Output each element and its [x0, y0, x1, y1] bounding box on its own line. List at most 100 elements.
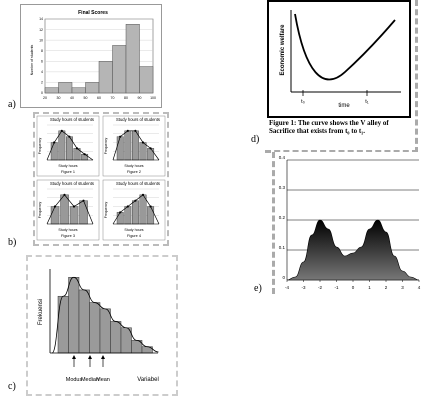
final-scores-chart: Final Scores Number of students 0 2 4 6 8 10 1… [30, 10, 156, 100]
bar [112, 45, 127, 94]
x-tick-label: -3 [301, 285, 305, 290]
bar [50, 206, 60, 225]
bar [58, 82, 73, 94]
y-axis-label: Frekuensi [38, 299, 44, 325]
y-axis-label: Frequency [104, 137, 108, 154]
figure-caption: Figure 3 [61, 234, 75, 238]
data-point [141, 193, 145, 196]
y-tick-label: 0.4 [279, 155, 286, 160]
x-tick-label: 100 [150, 96, 156, 100]
data-point [149, 147, 152, 150]
bar [147, 206, 155, 225]
bar [132, 130, 139, 161]
y-tick-label: 0.1 [279, 245, 286, 250]
bar [69, 206, 79, 225]
label-b: b) [8, 237, 17, 248]
bar [139, 194, 147, 225]
y-tick-label: 12 [39, 28, 43, 32]
data-point [75, 147, 79, 150]
bar [89, 302, 101, 354]
panel-c: Frekuensi Modus Median Mean Variabel [26, 255, 178, 396]
study-hours-grid: Study hours of students Frequency Study ho… [36, 115, 166, 241]
x-axis-label: time [338, 103, 350, 109]
distribution-curve [51, 276, 159, 354]
x-tick-label: 70 [111, 96, 115, 100]
x-tick-label: 30 [57, 96, 61, 100]
t1-label: t₁ [365, 99, 369, 105]
label-e: e) [254, 283, 262, 294]
x-tick-label: 4 [418, 285, 421, 290]
x-tick-label: 20 [43, 96, 47, 100]
bimodal-density-chart: 0 0.1 0.2 0.3 0.4 -4 -3 -2 -1 0 1 2 3 4 [279, 155, 421, 290]
y-tick-label: 0.2 [279, 215, 286, 220]
bar [139, 66, 154, 94]
y-tick-label: 6 [41, 59, 43, 63]
bar [79, 200, 88, 225]
x-tick-label: 3 [401, 285, 404, 290]
marker-label: Modus [66, 377, 83, 383]
bar [60, 194, 69, 225]
small-chart: Study hours of students Frequency Study ho… [102, 115, 166, 177]
bar [147, 148, 155, 161]
bar [124, 130, 132, 161]
data-point [149, 205, 152, 208]
label-d: d) [251, 134, 260, 145]
x-tick-label: 0 [352, 285, 355, 290]
x-axis-label: Study hours [58, 228, 77, 232]
x-tick-label: 80 [124, 96, 128, 100]
y-axis-label: Economic welfare [280, 24, 286, 76]
x-axis-label: Study hours [124, 228, 143, 232]
x-tick-label: -4 [285, 285, 289, 290]
x-tick-label: 1 [368, 285, 371, 290]
y-tick-label: 4 [41, 70, 43, 74]
data-point [72, 205, 76, 208]
bar [110, 321, 122, 354]
x-tick-label: 40 [70, 96, 74, 100]
marker-label: Median [81, 377, 99, 383]
x-tick-label: 60 [97, 96, 101, 100]
small-chart: Study hours of students Frequency Study ho… [36, 115, 100, 177]
y-tick-label: 8 [41, 49, 43, 53]
small-chart: Study hours of students Frequency Study ho… [36, 179, 100, 241]
welfare-curve [294, 13, 396, 81]
bar [44, 87, 59, 94]
x-axis-label: Study hours [58, 164, 77, 168]
y-axis-label: Frequency [38, 137, 42, 154]
y-axis-label: Number of students [30, 44, 34, 75]
y-axis-label: Frequency [38, 201, 42, 218]
chart-title: Study hours of students [116, 181, 160, 186]
data-point [53, 205, 57, 208]
panel-a: Final Scores Number of students 0 2 4 6 8 10 1… [20, 4, 162, 108]
data-point [83, 153, 86, 156]
chart-title: Final Scores [78, 10, 108, 16]
figure-caption: Figure 2 [127, 170, 141, 174]
bar [99, 308, 111, 354]
curve-box: Economic welfare time t₀ t₁ [267, 0, 411, 118]
bar [85, 82, 100, 94]
t0-label: t₀ [301, 99, 305, 105]
figure-caption: Figure 4 [127, 234, 141, 238]
figure-caption: Figure 1: The curve shows the V alley of… [269, 119, 389, 135]
data-point [68, 135, 71, 138]
y-tick-label: 0.3 [279, 185, 286, 190]
x-tick-label: -1 [334, 285, 338, 290]
bar [132, 200, 139, 225]
y-tick-label: 10 [39, 38, 43, 42]
marker-arrowhead [88, 355, 92, 359]
bar [78, 289, 90, 354]
label-c: c) [8, 381, 16, 392]
valley-of-sacrifice-chart: Economic welfare time t₀ t₁ [280, 10, 401, 109]
bar [50, 142, 58, 161]
y-tick-label: 14 [39, 17, 43, 21]
x-tick-label: 2 [385, 285, 388, 290]
chart-title: Study hours of students [50, 117, 94, 122]
data-point [141, 141, 145, 144]
data-point [134, 199, 137, 202]
data-point [126, 129, 129, 132]
data-point [134, 129, 137, 132]
bar [98, 61, 113, 94]
data-point [60, 129, 63, 132]
x-axis-label: Study hours [124, 164, 143, 168]
data-point [82, 199, 85, 202]
